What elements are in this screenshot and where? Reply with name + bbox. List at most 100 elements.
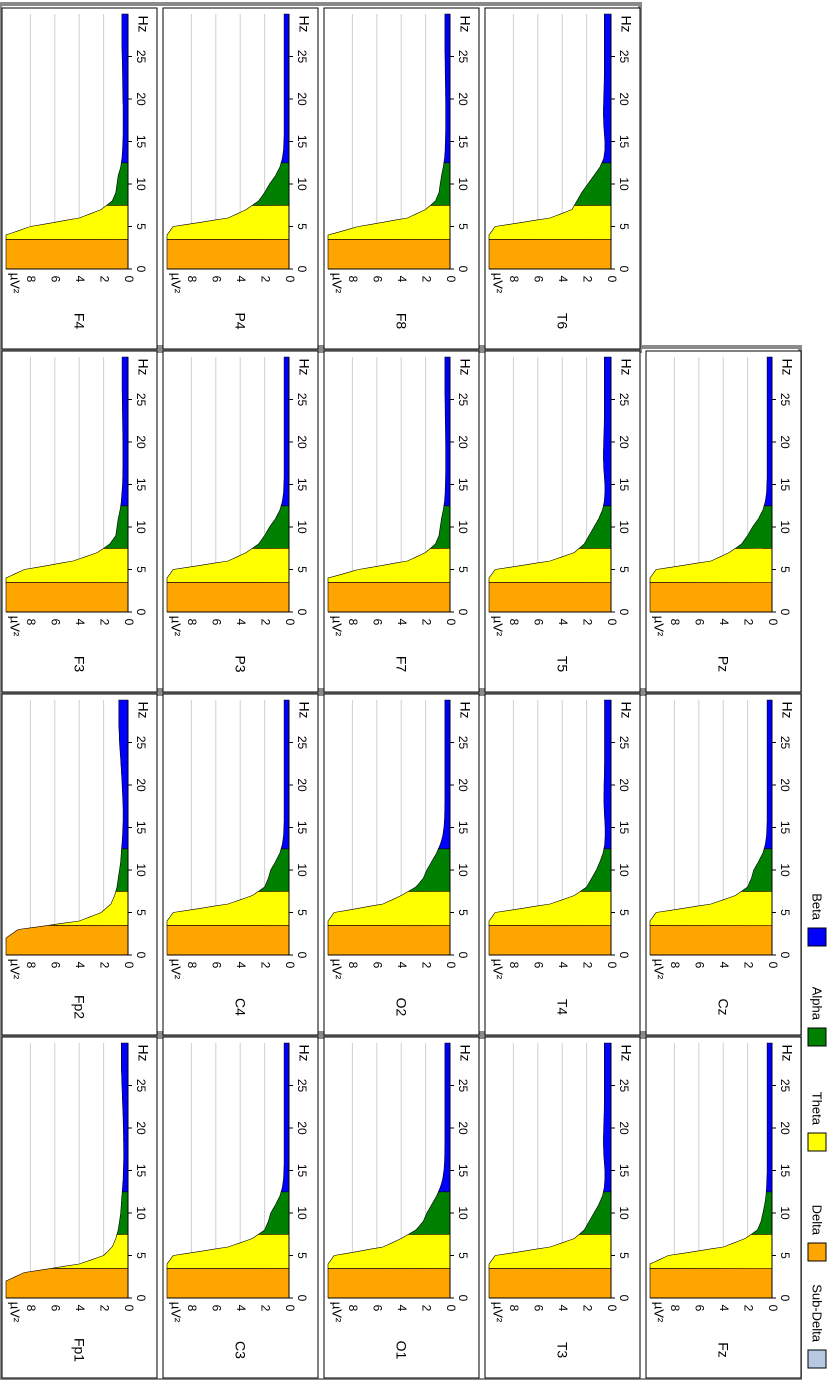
freq-tick-label: 20 [134, 92, 148, 106]
power-tick-label: 6 [532, 619, 546, 626]
band-beta [280, 699, 290, 850]
band-alpha [579, 848, 612, 892]
power-tick-label: 6 [210, 1305, 224, 1312]
freq-tick-label: 15 [778, 478, 792, 492]
channel-label-c4: C4 [232, 998, 248, 1016]
freq-tick-label: 25 [456, 1079, 470, 1093]
power-tick-label: 6 [371, 276, 385, 283]
legend-label-sub-delta: Sub-Delta [810, 1284, 825, 1343]
power-axis-label: µV² [330, 1302, 345, 1323]
band-theta [488, 547, 612, 583]
band-theta [488, 1233, 612, 1269]
power-tick-label: 2 [419, 276, 433, 283]
freq-tick-label: 20 [456, 92, 470, 106]
freq-axis-label: Hz [296, 701, 312, 718]
freq-tick-label: 0 [295, 952, 309, 959]
power-tick-label: 8 [668, 962, 682, 969]
freq-tick-label: 5 [617, 1252, 631, 1259]
power-tick-label: 4 [556, 619, 570, 626]
band-theta [166, 1233, 290, 1269]
power-tick-label: 6 [693, 962, 707, 969]
freq-tick-label: 10 [134, 863, 148, 877]
power-tick-label: 8 [346, 276, 360, 283]
power-tick-label: 4 [717, 619, 731, 626]
power-axis-label: µV² [491, 959, 506, 980]
freq-tick-label: 20 [617, 778, 631, 792]
channel-label-f4: F4 [71, 313, 87, 330]
freq-tick-label: 20 [295, 1121, 309, 1135]
power-tick-label: 4 [556, 962, 570, 969]
band-alpha [429, 505, 451, 549]
power-tick-label: 4 [234, 962, 248, 969]
channel-label-c3: C3 [232, 1341, 248, 1359]
power-axis-label: µV² [330, 273, 345, 294]
power-tick-label: 4 [717, 1305, 731, 1312]
channel-label-f3: F3 [71, 656, 87, 673]
power-axis-label: µV² [169, 616, 184, 637]
band-delta [649, 1267, 773, 1299]
freq-axis-label: Hz [618, 15, 634, 32]
freq-tick-label: 10 [617, 1206, 631, 1220]
freq-tick-label: 10 [617, 863, 631, 877]
freq-tick-label: 5 [295, 909, 309, 916]
channel-label-p3: P3 [232, 655, 248, 672]
power-tick-label: 0 [766, 619, 780, 626]
power-tick-label: 0 [283, 962, 297, 969]
power-tick-label: 0 [283, 1305, 297, 1312]
band-beta [763, 699, 773, 850]
band-delta [327, 581, 451, 613]
freq-tick-label: 10 [295, 1206, 309, 1220]
legend-swatch-beta [807, 927, 827, 947]
band-beta [280, 13, 290, 164]
power-axis-label: µV² [652, 1302, 667, 1323]
power-tick-label: 6 [49, 1305, 63, 1312]
power-axis-label: µV² [491, 1302, 506, 1323]
freq-tick-label: 15 [295, 1164, 309, 1178]
band-delta [488, 581, 612, 613]
power-axis-label: µV² [8, 273, 23, 294]
band-theta [327, 204, 451, 240]
band-alpha [407, 1191, 451, 1235]
freq-tick-label: 10 [617, 520, 631, 534]
power-axis-label: µV² [491, 616, 506, 637]
band-alpha [578, 505, 612, 549]
freq-axis-label: Hz [135, 701, 151, 718]
power-tick-label: 6 [49, 619, 63, 626]
power-axis-label: µV² [330, 616, 345, 637]
power-axis-label: µV² [169, 1302, 184, 1323]
freq-tick-label: 5 [134, 566, 148, 573]
band-alpha [750, 1191, 773, 1235]
freq-tick-label: 0 [456, 952, 470, 959]
freq-tick-label: 15 [617, 821, 631, 835]
freq-tick-label: 0 [617, 266, 631, 273]
freq-tick-label: 15 [617, 135, 631, 149]
band-delta [166, 924, 290, 956]
band-beta [437, 1042, 451, 1193]
freq-tick-label: 25 [617, 1079, 631, 1093]
power-tick-label: 8 [346, 619, 360, 626]
power-tick-label: 4 [395, 276, 409, 283]
band-theta [649, 1233, 773, 1269]
channel-label-o2: O2 [393, 998, 409, 1017]
power-tick-label: 2 [580, 276, 594, 283]
power-tick-label: 2 [97, 276, 111, 283]
band-beta [765, 1042, 773, 1193]
freq-axis-label: Hz [457, 701, 473, 718]
power-tick-label: 0 [283, 619, 297, 626]
band-alpha [257, 1191, 290, 1235]
freq-tick-label: 5 [456, 566, 470, 573]
power-tick-label: 4 [556, 276, 570, 283]
freq-tick-label: 0 [295, 1295, 309, 1302]
band-alpha [429, 162, 451, 206]
freq-tick-label: 25 [295, 393, 309, 407]
freq-tick-label: 20 [295, 435, 309, 449]
freq-tick-label: 10 [134, 1206, 148, 1220]
freq-tick-label: 20 [778, 1121, 792, 1135]
freq-tick-label: 10 [456, 1206, 470, 1220]
band-alpha [578, 1191, 612, 1235]
freq-axis-label: Hz [618, 701, 634, 718]
freq-tick-label: 5 [295, 566, 309, 573]
freq-tick-label: 25 [456, 736, 470, 750]
